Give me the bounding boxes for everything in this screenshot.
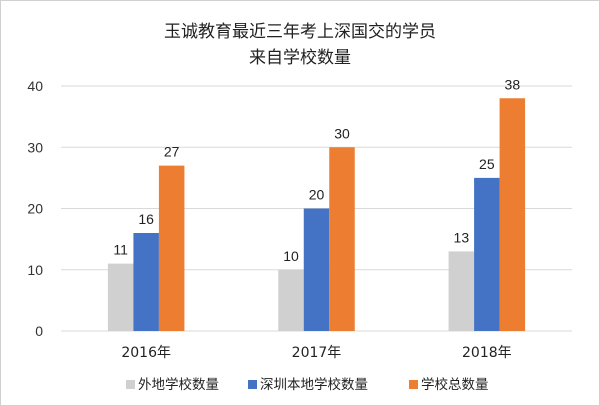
bars <box>107 98 526 331</box>
data-label: 10 <box>283 248 299 264</box>
data-label: 38 <box>505 76 521 92</box>
legend: 外地学校数量 深圳本地学校数量 学校总数量 <box>126 376 489 393</box>
data-label: 20 <box>309 187 325 203</box>
y-tick-label: 10 <box>27 262 43 278</box>
legend-label: 深圳本地学校数量 <box>260 376 368 393</box>
x-category-label: 2016年 <box>121 345 171 361</box>
bar <box>303 208 330 331</box>
x-axis-categories: 2016年 2017年 2018年 <box>121 345 511 361</box>
data-labels: 11 16 27 10 20 30 13 25 38 <box>113 76 520 264</box>
data-label: 11 <box>113 242 128 258</box>
data-label: 27 <box>164 144 180 160</box>
bar <box>107 263 134 331</box>
bar <box>133 233 159 331</box>
bar <box>448 251 475 331</box>
bar <box>474 177 500 331</box>
x-category-label: 2018年 <box>462 345 512 361</box>
y-tick-label: 20 <box>27 201 43 217</box>
data-label: 25 <box>479 156 495 172</box>
bar <box>158 165 185 331</box>
legend-label: 外地学校数量 <box>138 376 219 393</box>
bar <box>278 269 304 331</box>
bar <box>329 147 355 331</box>
legend-swatch <box>126 380 135 389</box>
legend-swatch <box>409 380 418 389</box>
data-label: 16 <box>138 211 154 227</box>
y-tick-label: 30 <box>27 139 43 155</box>
y-tick-label: 0 <box>35 323 43 339</box>
y-axis-ticks: 0 10 20 30 40 <box>27 78 43 339</box>
data-label: 13 <box>454 229 470 245</box>
bar <box>499 98 526 331</box>
chart-title-line2: 来自学校数量 <box>249 48 351 68</box>
chart-title-line1: 玉诚教育最近三年考上深国交的学员 <box>164 22 436 42</box>
y-tick-label: 40 <box>27 78 43 94</box>
legend-swatch <box>248 380 257 389</box>
x-category-label: 2017年 <box>292 345 342 361</box>
legend-label: 学校总数量 <box>421 376 489 393</box>
data-label: 30 <box>334 125 350 141</box>
